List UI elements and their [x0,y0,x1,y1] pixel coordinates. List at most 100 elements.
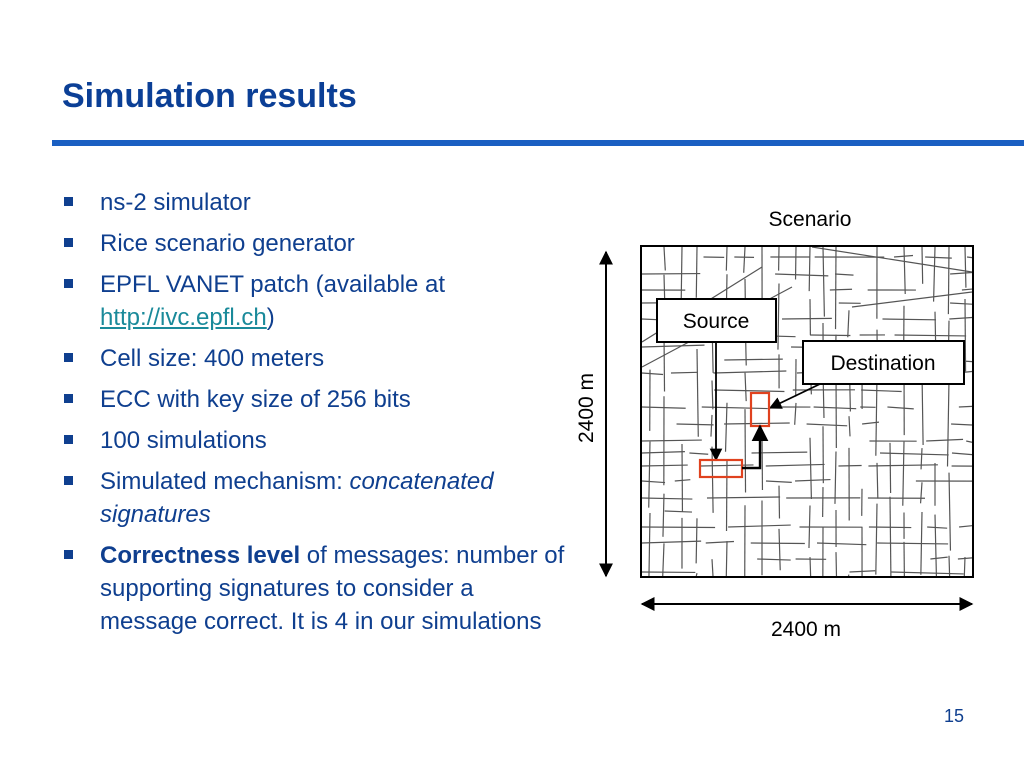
bullet-item: EPFL VANET patch (available at http://iv… [62,268,572,334]
street-segment [948,472,952,551]
street-segment [966,256,972,259]
mechanism-name: concatenated signatures [100,468,494,528]
height-label: 2400 m [575,373,598,443]
street-segment [670,371,698,374]
square-bullet-icon [64,476,73,485]
street-segment [868,526,912,529]
street-segment [963,557,966,576]
bullet-list: ns-2 simulator Rice scenario generator E… [62,186,572,646]
street-segment [958,405,972,408]
epfl-link[interactable]: http://ivc.epfl.ch [100,304,267,331]
street-segment [834,451,837,504]
street-segment [876,462,879,499]
street-segment [946,379,950,467]
street-segment [725,541,728,576]
street-segment [882,318,936,321]
diagram-title: Scenario [769,208,852,231]
street-segment [919,482,923,504]
street-segment [847,574,850,576]
street-segment [875,375,878,456]
street-segment [806,423,848,427]
street-segment [889,442,892,493]
street-segment [957,557,972,560]
street-segment [706,496,781,499]
street-segment [966,440,972,443]
street-segment [642,497,693,500]
street-segment [887,406,914,410]
street-segment [765,463,825,467]
street-segment [848,416,851,437]
bullet-text: Rice scenario generator [100,230,355,257]
street-segment [964,247,967,288]
street-segment [875,503,878,575]
square-bullet-icon [64,435,73,444]
street-segment [757,558,791,561]
street-segment [809,557,812,576]
street-segment [710,414,713,437]
street-segment [889,496,892,576]
street-segment [705,540,734,544]
street-segment [743,247,746,273]
street-segment [847,310,850,338]
street-segment [811,247,972,273]
street-segment [903,247,906,295]
street-segment [951,423,972,426]
street-segment [663,247,666,271]
source-callout [656,298,777,343]
street-segment [725,247,728,271]
bullet-item: Rice scenario generator [62,227,572,260]
street-segment [950,271,972,275]
street-segment [782,317,832,320]
destination-arrow [768,383,821,409]
bullet-item: Cell size: 400 meters [62,342,572,375]
street-segment [695,247,698,298]
bullet-item: Simulated mechanism: concatenated signat… [62,465,572,531]
bullet-item: ns-2 simulator [62,186,572,219]
street-segment [676,423,714,426]
correctness-level-term: Correctness level [100,542,301,569]
page-number: 15 [943,706,964,726]
street-segment [949,316,972,320]
street-segment [964,299,967,372]
street-segment [744,372,747,402]
street-segment [851,291,972,308]
street-segment [891,571,964,575]
street-segment [642,439,702,442]
street-segment [951,452,972,456]
street-segment [664,510,692,513]
bullet-text: ns-2 simulator [100,189,251,216]
street-segment [829,288,853,291]
street-segment [950,302,972,305]
street-segment [642,406,686,409]
bullet-text: of messages: number of supporting signat… [100,542,565,635]
street-segment [701,406,768,410]
bullet-item: 100 simulations [62,424,572,457]
street-segment [862,421,880,425]
street-segment [893,254,914,258]
street-segment [642,344,705,348]
street-segment [695,573,698,576]
street-segment [930,556,948,560]
square-bullet-icon [64,279,73,288]
bullet-text: Simulated mechanism: [100,468,350,495]
street-segment [765,480,792,483]
street-segment [744,409,747,493]
street-segment [879,452,949,456]
street-segment [724,422,790,425]
destination-label: Destination [830,352,935,375]
street-segment [778,528,781,571]
street-segment [948,555,951,576]
street-segment [642,372,664,376]
street-segment [700,464,754,467]
street-segment [689,452,709,455]
street-segment [724,402,728,452]
street-segment [642,540,702,544]
square-bullet-icon [64,550,73,559]
street-segment [662,543,665,576]
street-segment [947,247,950,315]
street-segment [711,380,714,410]
street-segment [868,464,938,467]
street-segment [711,559,714,576]
destination-callout [802,340,965,385]
